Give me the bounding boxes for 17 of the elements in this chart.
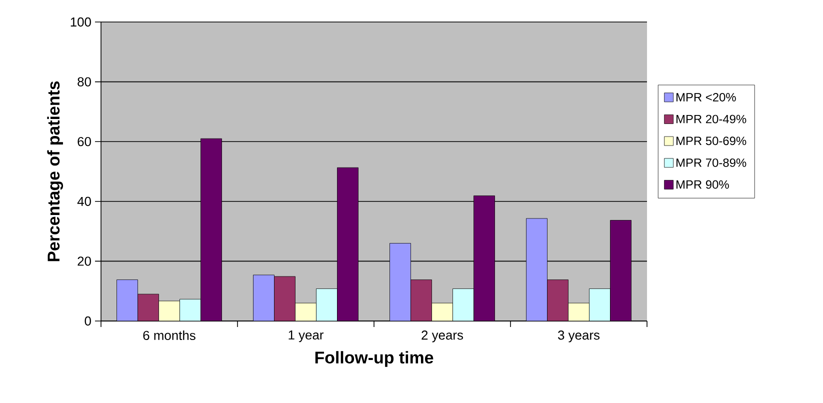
x-tick-label: 2 years: [422, 330, 464, 342]
y-tick-label: 60: [78, 137, 91, 146]
x-tick-label: 6 months: [143, 330, 196, 340]
y-tick-label: 0: [84, 316, 91, 326]
y-tick-label: 40: [77, 196, 91, 206]
y-tick-label: 80: [78, 77, 91, 86]
legend-label: MPR 20-49%: [676, 114, 746, 124]
legend-label: MPR 50-69%: [676, 136, 746, 146]
y-axis-title: Percentage of patients: [47, 81, 64, 262]
y-tick-label: 20: [78, 256, 91, 266]
x-tick-label: 3 years: [558, 330, 600, 342]
legend-label: MPR 70-89%: [676, 158, 746, 167]
x-axis-title: Follow-up time: [315, 351, 434, 367]
legend-label: MPR <20%: [676, 92, 736, 102]
y-tick-label: 100: [70, 17, 91, 27]
legend-label: MPR 90%: [676, 180, 729, 189]
x-tick-label: 1 year: [288, 330, 324, 342]
